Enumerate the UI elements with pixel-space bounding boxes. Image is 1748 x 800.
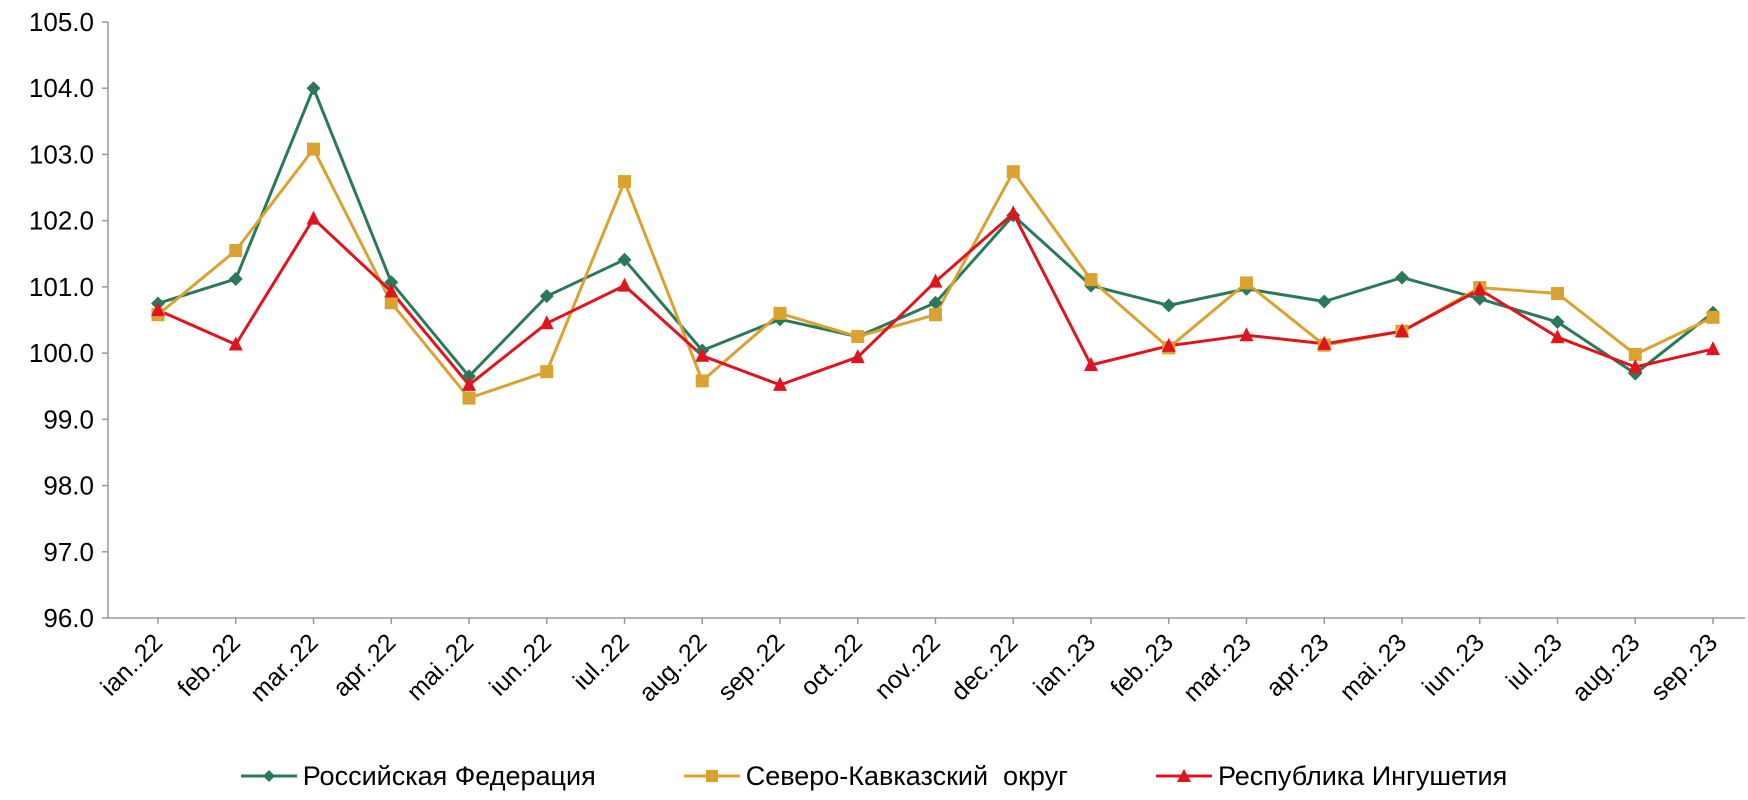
x-tick-label: mai..22: [401, 628, 479, 706]
y-tick-label: 100.0: [29, 338, 94, 368]
data-point-square: [462, 391, 476, 405]
data-point-triangle: [384, 283, 399, 298]
x-tick-label: feb..23: [1105, 628, 1179, 702]
x-tick-label: mai..23: [1334, 628, 1412, 706]
data-point-triangle: [928, 273, 943, 288]
y-tick-label: 101.0: [29, 272, 94, 302]
chart-legend: Российская Федерация Северо-Кавказский о…: [0, 758, 1748, 794]
legend-item-ingushetia: Республика Ингушетия: [1155, 760, 1508, 792]
y-tick-label: 97.0: [43, 537, 94, 567]
x-tick-label: apr..22: [328, 628, 402, 702]
data-point-triangle: [539, 315, 554, 330]
data-point-triangle: [1161, 337, 1176, 352]
series-lines: [157, 86, 1714, 400]
data-point-triangle: [1239, 327, 1254, 342]
legend-swatch-triangle-icon: [1155, 766, 1212, 786]
x-tick-label: iul..22: [568, 628, 635, 695]
data-point-diamond: [228, 271, 243, 286]
x-tick-label: apr..23: [1261, 628, 1335, 702]
data-point-triangle: [1550, 329, 1565, 344]
y-tick-label: 104.0: [29, 73, 94, 103]
x-tick-label: mar..23: [1178, 628, 1257, 707]
data-point-diamond: [462, 369, 476, 384]
legend-item-skfo: Северо-Кавказский округ: [683, 760, 1068, 792]
data-point-triangle: [695, 347, 710, 362]
x-tick-label: oct..22: [795, 628, 868, 701]
y-tick-label: 103.0: [29, 139, 94, 169]
data-point-triangle: [850, 349, 865, 364]
y-tick-label: 96.0: [43, 603, 94, 633]
data-point-diamond: [1550, 314, 1565, 329]
x-tick-label: iul..23: [1501, 628, 1568, 695]
data-point-triangle: [1706, 341, 1720, 356]
data-point-square: [1006, 165, 1020, 179]
data-point-square: [1628, 347, 1642, 361]
legend-swatch-diamond-icon: [240, 766, 297, 786]
data-point-square: [1551, 287, 1564, 301]
data-point-diamond: [1317, 294, 1332, 309]
x-tick-label: feb..22: [172, 628, 246, 702]
series-markers: [151, 81, 1720, 405]
data-point-square: [695, 374, 709, 388]
x-tick-label: aug..23: [1567, 628, 1646, 707]
data-point-triangle: [228, 336, 243, 351]
x-tick-label: iun..23: [1417, 628, 1490, 701]
data-point-square: [1706, 310, 1720, 324]
x-tick-label: sep..23: [1645, 628, 1723, 706]
x-tick-label: mar..22: [245, 628, 324, 707]
data-point-triangle: [1006, 205, 1021, 220]
data-point-square: [540, 365, 554, 379]
data-point-square: [851, 330, 865, 344]
x-tick-label: ian..22: [95, 628, 168, 701]
data-point-triangle: [617, 277, 632, 292]
data-point-diamond: [617, 252, 632, 267]
x-tick-label: iun..22: [484, 628, 557, 701]
x-tick-label: aug..22: [634, 628, 713, 707]
axes: 96.0 97.0 98.0 99.0 100.0 101.0 102.0 103.0 104.…: [29, 7, 1745, 707]
x-tick-label: nov..22: [869, 628, 945, 704]
y-tick-label: 99.0: [43, 404, 94, 434]
data-point-square: [929, 308, 942, 322]
data-point-square: [1084, 273, 1098, 287]
data-point-square: [229, 243, 243, 257]
chart-canvas: 96.0 97.0 98.0 99.0 100.0 101.0 102.0 103.0 104.…: [29, 7, 1745, 707]
data-point-triangle: [773, 376, 787, 391]
data-point-diamond: [1161, 298, 1176, 313]
x-tick-label: dec..22: [946, 628, 1024, 706]
data-point-triangle: [1084, 357, 1098, 372]
legend-label: Российская Федерация: [302, 760, 596, 791]
data-point-triangle: [306, 210, 321, 225]
data-point-triangle: [1628, 359, 1643, 374]
data-point-square: [307, 142, 320, 156]
x-tick-label: sep..22: [712, 628, 790, 706]
data-point-diamond: [928, 295, 943, 310]
data-point-triangle: [151, 302, 165, 317]
data-point-square: [1240, 276, 1253, 290]
y-tick-label: 102.0: [29, 206, 94, 236]
data-point-square: [618, 175, 631, 189]
data-point-diamond: [306, 81, 321, 96]
data-point-triangle: [1395, 323, 1409, 338]
legend-swatch-square-icon: [683, 766, 740, 786]
legend-label: Республика Ингушетия: [1217, 760, 1508, 791]
data-point-square: [773, 306, 787, 320]
x-tick-label: ian..23: [1028, 628, 1101, 701]
data-point-diamond: [539, 289, 554, 304]
data-point-triangle: [462, 376, 476, 391]
y-tick-label: 105.0: [29, 7, 94, 37]
y-tick-label: 98.0: [43, 471, 94, 501]
data-point-triangle: [1317, 335, 1332, 350]
series-line-0: [157, 86, 1714, 378]
data-point-square: [384, 296, 398, 310]
data-point-diamond: [384, 275, 399, 290]
data-point-triangle: [1472, 281, 1487, 296]
data-point-diamond: [1395, 270, 1409, 285]
legend-label: Северо-Кавказский округ: [745, 760, 1068, 791]
legend-item-rf: Российская Федерация: [240, 760, 596, 792]
